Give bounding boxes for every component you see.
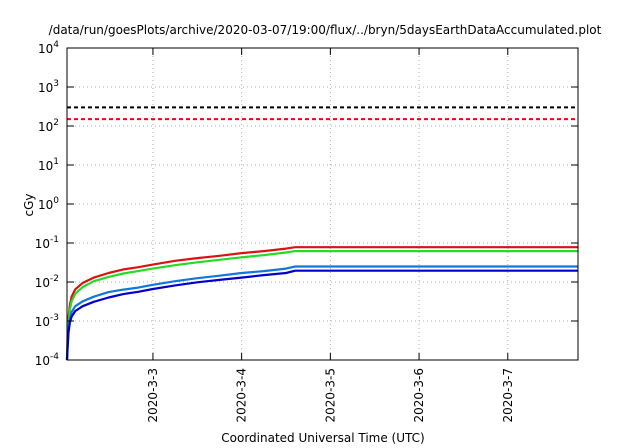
x-tick-label: 2020-3-7 <box>501 368 515 422</box>
x-tick-label: 2020-3-6 <box>412 368 426 422</box>
x-axis: 2020-3-3 2020-3-4 2020-3-5 2020-3-6 2020-3-7 <box>146 48 515 422</box>
y-tick-label: 10-4 <box>35 352 60 368</box>
y-tick-label: 103 <box>38 79 59 95</box>
y-tick-exponent: -2 <box>50 274 59 284</box>
y-tick-base: 10 <box>38 159 53 173</box>
y-tick-exponent: 4 <box>53 40 59 50</box>
y-tick-label: 10-1 <box>35 235 59 251</box>
y-tick-exponent: 1 <box>53 157 59 167</box>
y-tick-base: 10 <box>35 276 50 290</box>
chart-title: /data/run/goesPlots/archive/2020-03-07/1… <box>49 23 602 37</box>
y-tick-label: 101 <box>38 157 59 173</box>
series-lines <box>65 246 578 361</box>
y-tick-exponent: -1 <box>50 235 59 245</box>
y-tick-exponent: -4 <box>50 352 59 362</box>
series-line <box>65 265 578 361</box>
series-line <box>65 250 578 361</box>
y-tick-exponent: 0 <box>53 196 59 206</box>
y-tick-label: 104 <box>38 40 59 56</box>
y-tick-exponent: 2 <box>53 118 59 128</box>
y-tick-base: 10 <box>38 81 53 95</box>
y-tick-label: 102 <box>38 118 59 134</box>
y-tick-base: 10 <box>35 237 50 251</box>
y-tick-label: 10-2 <box>35 274 59 290</box>
y-tick-base: 10 <box>35 354 50 368</box>
y-tick-base: 10 <box>38 120 53 134</box>
gridlines <box>67 48 578 360</box>
y-tick-exponent: -3 <box>50 313 59 323</box>
y-tick-base: 10 <box>38 42 53 56</box>
x-axis-label: Coordinated Universal Time (UTC) <box>221 431 424 445</box>
y-tick-base: 10 <box>35 315 50 329</box>
threshold-lines <box>67 106 578 121</box>
y-tick-label: 10-3 <box>35 313 59 329</box>
series-line <box>65 246 578 361</box>
y-tick-exponent: 3 <box>53 79 59 89</box>
x-tick-label: 2020-3-3 <box>146 368 160 422</box>
y-tick-label: 100 <box>38 196 59 212</box>
y-tick-base: 10 <box>38 198 53 212</box>
x-tick-label: 2020-3-4 <box>235 368 249 422</box>
series-line <box>65 269 578 361</box>
y-axis-label: cGy <box>22 194 36 217</box>
x-tick-label: 2020-3-5 <box>323 368 337 422</box>
